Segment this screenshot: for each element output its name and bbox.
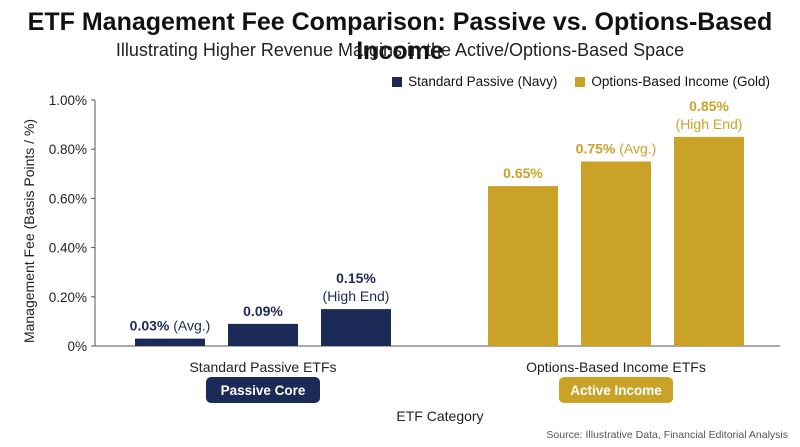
x-axis-label: ETF Category: [396, 408, 483, 424]
bar-note: (Avg.): [615, 141, 656, 157]
bar-note-label: (High End): [323, 288, 390, 304]
source-note: Source: Illustrative Data, Financial Edi…: [546, 429, 788, 441]
bar-value-label: 0.09%: [243, 303, 283, 319]
category-badge-label: Passive Core: [221, 383, 306, 398]
y-tick-label: 0.20%: [49, 290, 87, 305]
legend: Standard Passive (Navy) Options-Based In…: [392, 74, 770, 89]
legend-item-options: Options-Based Income (Gold): [575, 74, 770, 89]
legend-swatch-options: [575, 76, 586, 87]
y-tick-label: 1.00%: [49, 93, 87, 108]
bar-value-label: 0.85%: [689, 98, 729, 114]
bar: [321, 309, 391, 346]
category-badge: [559, 377, 673, 403]
bar: [228, 323, 298, 346]
y-tick-label: 0.40%: [49, 241, 87, 256]
chart-title: ETF Management Fee Comparison: Passive v…: [27, 8, 773, 65]
bar-value-label: 0.15%: [336, 270, 376, 286]
legend-item-passive: Standard Passive (Navy): [392, 74, 557, 89]
legend-label-passive: Standard Passive (Navy): [408, 74, 558, 89]
y-axis-label: Management Fee (Basis Points / %): [21, 119, 37, 343]
bar-note-label: (High End): [676, 116, 743, 132]
x-category-label: Options-Based Income ETFs: [526, 359, 706, 375]
bar-value: 0.75%: [576, 141, 616, 157]
y-tick-label: 0.80%: [49, 142, 87, 157]
bar-value: 0.03%: [130, 318, 170, 334]
category-badge: [206, 377, 320, 403]
legend-swatch-passive: [392, 76, 403, 87]
bar-value-label: 0.65%: [503, 165, 543, 181]
y-tick-label: 0.60%: [49, 191, 87, 206]
bar-value-label: 0.03% (Avg.): [130, 318, 211, 334]
bar: [674, 136, 744, 346]
bar-value-label: 0.75% (Avg.): [576, 141, 657, 157]
bar: [488, 186, 558, 346]
bar: [581, 161, 651, 346]
x-category-label: Standard Passive ETFs: [189, 359, 336, 375]
bar: [135, 338, 205, 346]
category-badge-label: Active Income: [570, 383, 662, 398]
y-tick-label: 0%: [67, 339, 87, 354]
bar-note: (Avg.): [169, 318, 210, 334]
legend-label-options: Options-Based Income (Gold): [591, 74, 770, 89]
chart-subtitle: Illustrating Higher Revenue Margins in t…: [115, 40, 685, 60]
